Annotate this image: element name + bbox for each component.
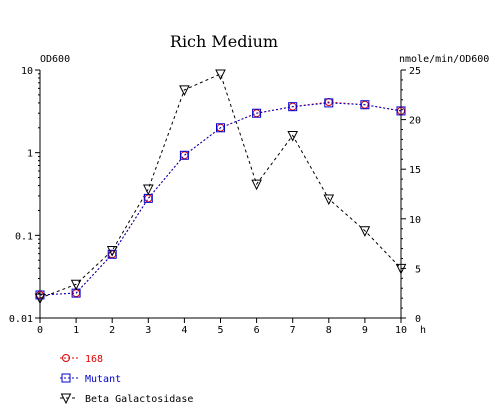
series-1-square-marker	[360, 100, 370, 110]
series-2-triangle-marker	[179, 85, 190, 96]
series-markers	[34, 69, 407, 305]
left-tick-label: 0.01	[9, 314, 33, 325]
series-line-1	[39, 102, 402, 296]
x-tick-label: 9	[362, 325, 368, 336]
left-axis-title: OD600	[40, 54, 70, 65]
x-unit-label: h	[420, 325, 426, 336]
left-tick-label: 0.1	[15, 231, 33, 242]
legend-triangle-marker	[60, 393, 72, 405]
series-0-circle-marker	[180, 151, 189, 160]
right-tick-label: 10	[409, 215, 421, 226]
x-tick-label: 6	[254, 325, 260, 336]
x-tick-label: 2	[109, 325, 115, 336]
legend: 168 Mutant Beta Galactosidase	[60, 354, 193, 405]
series-2-triangle-marker	[106, 246, 118, 257]
x-tick-label: 4	[181, 325, 187, 336]
series-2-triangle-marker	[323, 194, 335, 206]
series-2-triangle-marker	[395, 263, 407, 275]
x-tick-label: 1	[73, 325, 79, 336]
series-2-triangle-marker	[70, 279, 82, 291]
series-1-square-marker	[396, 106, 406, 116]
left-tick-label: 1	[27, 149, 33, 160]
series-1-square-marker	[324, 98, 334, 108]
legend-square-marker	[61, 373, 71, 383]
series-0-circle-marker	[144, 194, 153, 203]
legend-label: Beta Galactosidase	[85, 394, 193, 405]
series-1-square-marker	[216, 123, 225, 133]
x-tick-label: 0	[37, 325, 43, 336]
right-tick-label: 5	[415, 264, 421, 275]
series-1-square-marker	[252, 108, 262, 118]
series-lines	[39, 73, 402, 299]
series-1-square-marker	[107, 249, 117, 259]
x-tick-label: 3	[145, 325, 151, 336]
series-1-square-marker	[179, 150, 189, 160]
series-2-triangle-marker	[142, 184, 154, 196]
x-tick-label: 5	[217, 325, 223, 336]
series-2-triangle-marker	[251, 179, 262, 191]
series-2-triangle-marker	[359, 226, 371, 237]
legend-item: Beta Galactosidase	[60, 393, 193, 405]
series-2-triangle-marker	[34, 293, 46, 305]
x-tick-label: 8	[326, 325, 332, 336]
series-line-2	[39, 73, 402, 299]
series-2-triangle-marker	[215, 69, 226, 81]
legend-item: 168	[60, 354, 103, 365]
x-tick-label: 7	[290, 325, 296, 336]
right-tick-label: 25	[409, 66, 421, 77]
chart-title: Rich Medium	[170, 32, 278, 51]
right-tick-label: 20	[409, 116, 421, 127]
right-tick-label: 15	[409, 165, 421, 176]
axes: Rich Medium OD600 nmole/min/OD600 0 1 2 3 4 5 6 7 8…	[9, 32, 489, 336]
series-2-triangle-marker	[287, 130, 299, 142]
legend-circle-marker	[62, 354, 70, 362]
series-1-square-marker	[288, 102, 298, 112]
left-tick-label: 10	[21, 66, 33, 77]
legend-item: Mutant	[60, 373, 121, 385]
legend-label: 168	[85, 354, 103, 365]
legend-label: Mutant	[85, 374, 121, 385]
right-tick-label: 0	[415, 314, 421, 325]
right-axis-title: nmole/min/OD600	[399, 54, 489, 65]
x-tick-label: 10	[395, 325, 407, 336]
